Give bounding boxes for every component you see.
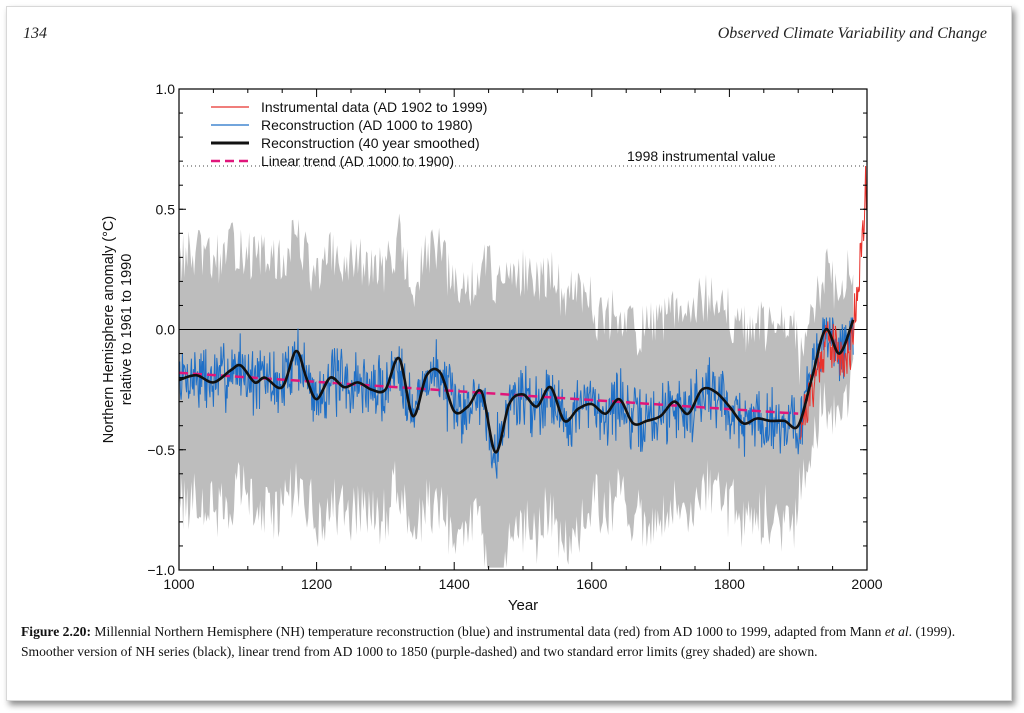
x-tick-label: 1000 [163, 576, 194, 592]
smoothed-line [178, 319, 855, 454]
caption-text-1: Millennial Northern Hemisphere (NH) temp… [90, 624, 885, 639]
x-tick-label: 1800 [714, 576, 745, 592]
y-axis-label-line1: Northern Hemisphere anomaly (°C) [101, 216, 117, 443]
linear-trend-line [178, 371, 799, 415]
running-title: Observed Climate Variability and Change [717, 25, 987, 42]
caption-text-2: . (1999). Smoother version of NH series … [21, 624, 956, 659]
figure-caption: Figure 2.20: Millennial Northern Hemisph… [21, 622, 993, 662]
y-tick-label: −1.0 [147, 562, 175, 578]
x-tick-label: 2000 [851, 576, 882, 592]
legend-label: Reconstruction (AD 1000 to 1980) [261, 117, 473, 133]
reference-line-label: 1998 instrumental value [627, 148, 776, 164]
legend-label: Reconstruction (40 year smoothed) [261, 135, 480, 151]
x-tick-label: 1200 [301, 576, 332, 592]
instrumental-line [799, 165, 867, 441]
legend-label: Linear trend (AD 1000 to 1900) [261, 153, 454, 169]
y-tick-label: 0.5 [156, 201, 176, 217]
x-tick-label: 1400 [439, 576, 470, 592]
y-axis-label-line2: relative to 1961 to 1990 [119, 254, 135, 406]
x-tick-label: 1600 [576, 576, 607, 592]
y-tick-label: 0.0 [156, 322, 176, 338]
temperature-chart: 1998 instrumental value 1.0 0.5 0.0 −0.5 −1.0… [101, 81, 883, 614]
y-tick-label: −0.5 [147, 442, 175, 458]
caption-label: Figure 2.20: [21, 624, 91, 639]
legend-label: Instrumental data (AD 1902 to 1999) [261, 99, 487, 115]
document-page: 134 Observed Climate Variability and Cha… [6, 6, 1012, 701]
page-number: 134 [23, 25, 47, 42]
caption-italic: et al [884, 624, 909, 639]
y-tick-label: 1.0 [156, 81, 176, 97]
x-axis-label: Year [508, 597, 538, 614]
